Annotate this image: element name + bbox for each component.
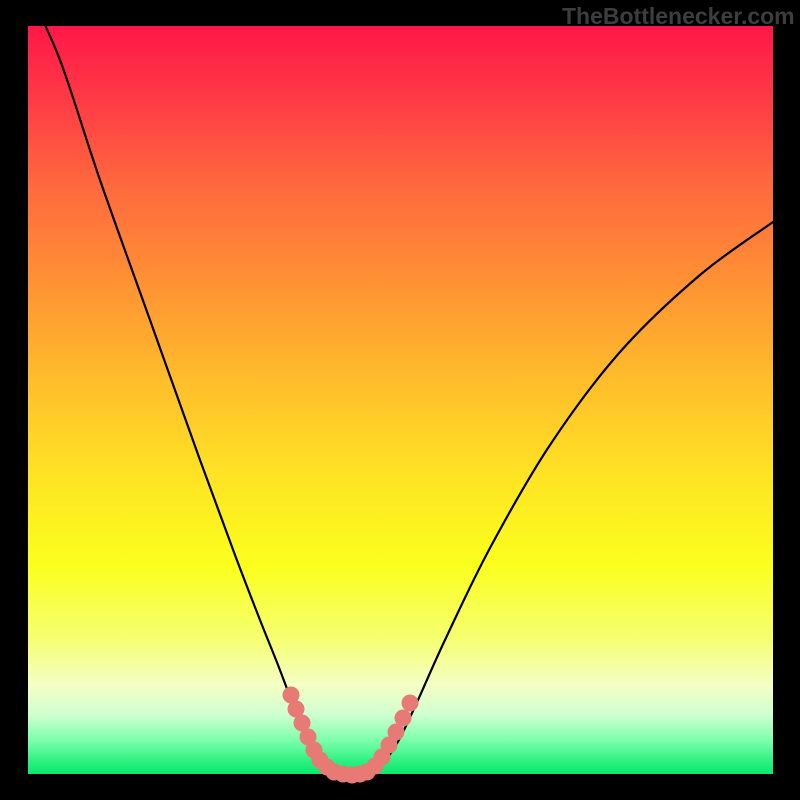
highlight-bead [367, 758, 384, 775]
highlight-bead [319, 759, 336, 776]
highlight-bead [326, 764, 343, 781]
highlight-bead [381, 737, 398, 754]
highlight-bead [288, 701, 305, 718]
bottleneck-curve [28, 0, 773, 775]
highlight-bead [306, 742, 323, 759]
chart-svg [0, 0, 800, 800]
highlight-bead [402, 695, 419, 712]
highlight-bead [395, 710, 412, 727]
highlight-bead [283, 687, 300, 704]
highlight-bead [312, 752, 329, 769]
highlight-markers [283, 687, 419, 784]
highlight-bead [300, 729, 317, 746]
highlight-bead [388, 724, 405, 741]
gradient-panel [28, 26, 773, 774]
highlight-bead [374, 749, 391, 766]
highlight-bead [359, 764, 376, 781]
highlight-bead [335, 766, 352, 783]
highlight-bead [344, 767, 361, 784]
highlight-bead [352, 766, 369, 783]
watermark-text: TheBottlenecker.com [562, 3, 795, 30]
highlight-bead [294, 715, 311, 732]
